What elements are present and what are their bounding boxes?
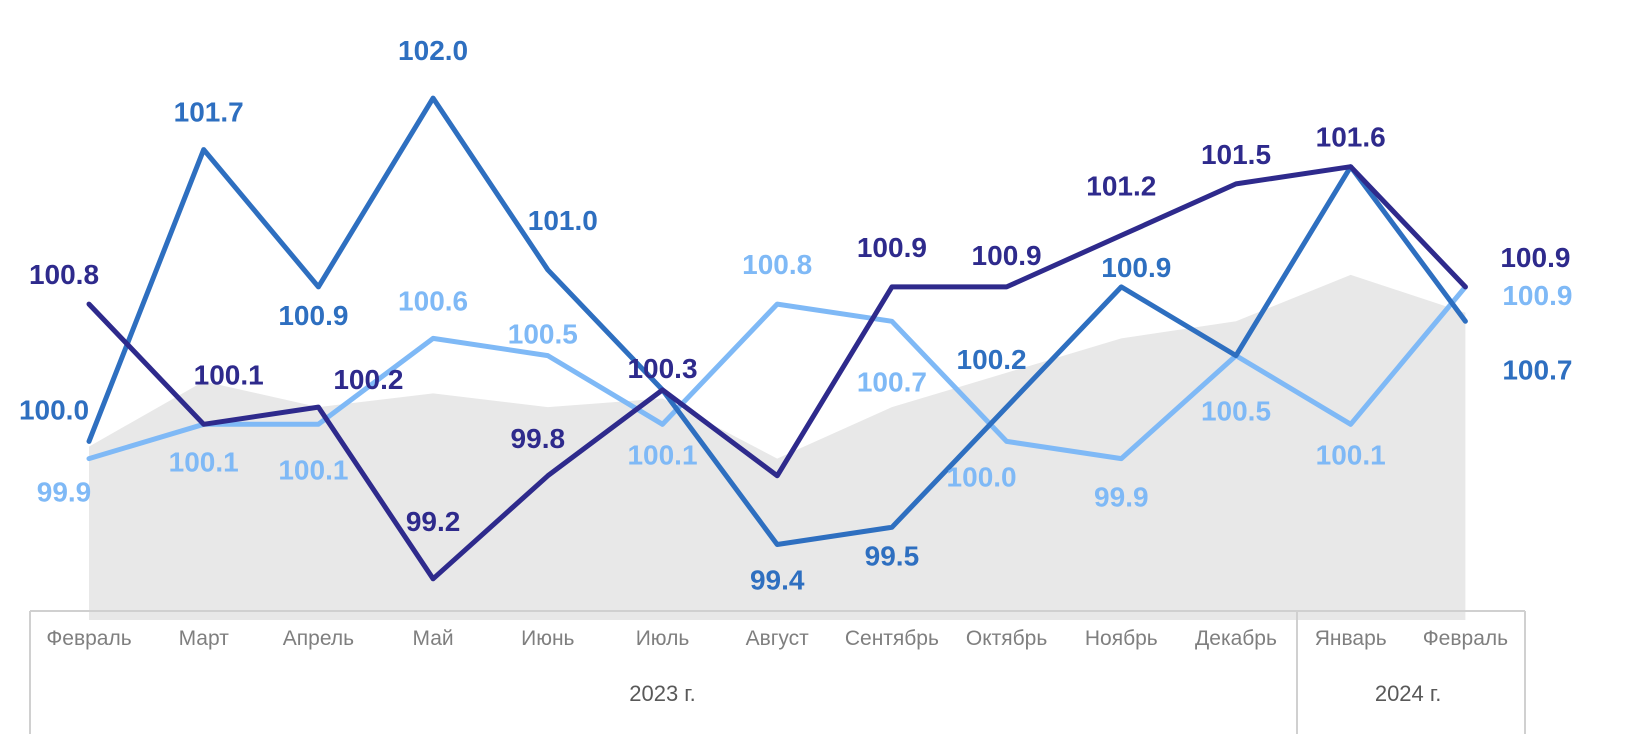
data-label: 100.8 <box>742 249 812 280</box>
data-label: 100.9 <box>1500 242 1570 273</box>
data-label: 100.6 <box>398 285 468 316</box>
x-tick-label: Ноябрь <box>1085 627 1158 650</box>
data-label: 100.0 <box>19 394 89 425</box>
series-2-line <box>86 95 1468 547</box>
data-label: 101.0 <box>528 205 598 236</box>
x-tick-label: Май <box>413 627 454 650</box>
x-tick-label: Сентябрь <box>845 627 939 650</box>
data-label: 100.0 <box>947 461 1017 492</box>
data-label: 100.9 <box>278 300 348 331</box>
data-label: 99.5 <box>865 540 920 571</box>
series-1-line <box>86 164 1468 582</box>
data-label: 100.7 <box>857 366 927 397</box>
data-label: 100.9 <box>1101 252 1171 283</box>
data-label: 100.9 <box>1502 280 1572 311</box>
year-label: 2023 г. <box>629 681 696 706</box>
x-tick-label: Январь <box>1315 627 1387 650</box>
data-label: 100.1 <box>169 446 239 477</box>
x-tick-label: Июнь <box>521 627 574 650</box>
data-label: 101.5 <box>1201 139 1271 170</box>
x-tick-label: Октябрь <box>966 627 1047 650</box>
data-label: 99.9 <box>1094 482 1149 513</box>
data-label: 101.7 <box>174 97 244 128</box>
x-tick-label: Февраль <box>1423 627 1508 650</box>
data-label: 100.1 <box>278 454 348 485</box>
data-label: 99.8 <box>511 423 566 454</box>
data-label: 100.8 <box>29 259 99 290</box>
data-label: 100.5 <box>1201 396 1271 427</box>
x-tick-label: Февраль <box>46 627 131 650</box>
background-area <box>89 274 1466 620</box>
data-label: 101.6 <box>1316 122 1386 153</box>
data-label: 99.2 <box>406 506 461 537</box>
x-tick-label: Апрель <box>283 627 354 650</box>
x-tick-label: Август <box>746 627 810 650</box>
data-label: 100.9 <box>857 232 927 263</box>
data-label: 100.2 <box>333 364 403 395</box>
data-label: 99.9 <box>37 477 92 508</box>
x-tick-label: Июль <box>636 627 690 650</box>
data-label: 102.0 <box>398 35 468 66</box>
data-label: 100.2 <box>957 344 1027 375</box>
data-label: 100.1 <box>1316 439 1386 470</box>
x-tick-label: Март <box>179 627 230 650</box>
year-label: 2024 г. <box>1375 681 1442 706</box>
data-label: 99.4 <box>750 565 805 596</box>
data-label: 100.7 <box>1502 354 1572 385</box>
data-label: 100.5 <box>508 319 578 350</box>
data-label: 100.1 <box>627 439 697 470</box>
data-label: 100.9 <box>972 240 1042 271</box>
data-label: 101.2 <box>1086 170 1156 201</box>
data-label: 100.3 <box>627 353 697 384</box>
x-tick-label: Декабрь <box>1195 627 1277 650</box>
data-label: 100.1 <box>194 359 264 390</box>
